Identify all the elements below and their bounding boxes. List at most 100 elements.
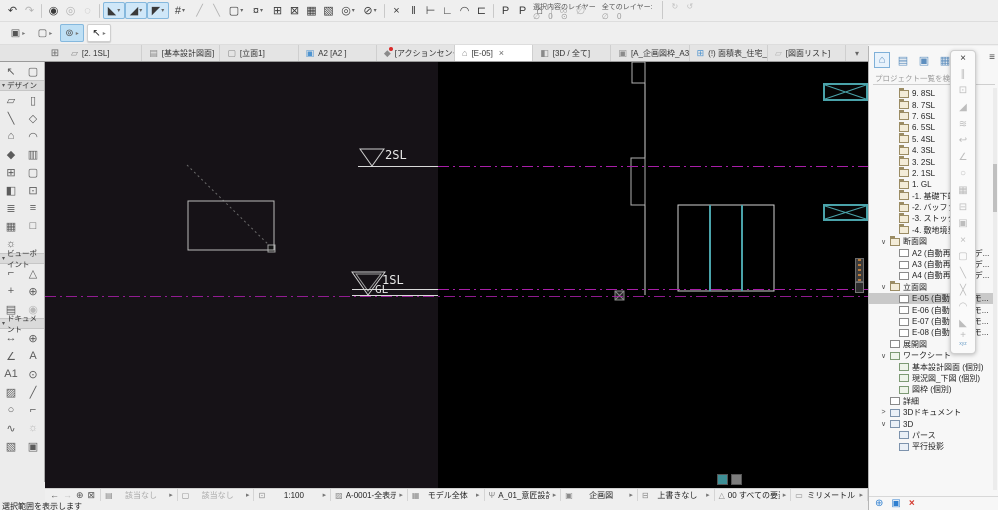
story-selector[interactable]: ▤ 該当なし ▸: [101, 489, 178, 501]
navigator-layout-book-icon[interactable]: ▣: [918, 54, 930, 67]
window-symbol-lower[interactable]: [823, 204, 868, 221]
add-viewpoint-button[interactable]: ⊕: [875, 498, 884, 509]
edit-cross-icon[interactable]: ╳: [959, 284, 966, 296]
canvas-mini-button-gray[interactable]: [731, 474, 742, 485]
edit-arc-icon[interactable]: ◠: [958, 301, 968, 313]
link-icon[interactable]: ∞▾: [559, 4, 568, 17]
level-line-2sl-dashed[interactable]: [438, 166, 868, 167]
inject-parameters-icon[interactable]: ◎▾: [65, 5, 76, 17]
plane-toggle-3-icon[interactable]: ◤ ▾: [147, 2, 169, 19]
navigator-project-map-icon[interactable]: ⌂: [874, 52, 890, 68]
orient-icon[interactable]: ⊘ ▾: [363, 5, 377, 17]
tab-a2-layout[interactable]: ▣ A2 [A2 ]: [299, 45, 377, 61]
history-back-icon[interactable]: ←: [50, 490, 59, 500]
hotspot-marker[interactable]: [614, 290, 625, 301]
home-story-icon[interactable]: ⌂▾: [536, 4, 543, 17]
figure-tool[interactable]: ▧: [5, 440, 17, 453]
canvas-mini-button-teal[interactable]: [717, 474, 728, 485]
edit-marquee-icon[interactable]: ⊡: [958, 85, 968, 97]
tree-item-tenkaizu[interactable]: 展開図: [869, 339, 995, 350]
zoom-box-icon[interactable]: ⊠: [87, 489, 96, 500]
skylight-tool[interactable]: ◧: [5, 184, 17, 197]
tree-story-1sl[interactable]: 2. 1SL: [869, 167, 995, 179]
detail-tool[interactable]: ⊕: [28, 285, 38, 298]
tree-group-3d[interactable]: ∨ 3D: [869, 418, 995, 429]
navigator-scrollbar-thumb[interactable]: [993, 164, 997, 212]
angle-dimension-tool[interactable]: ∠: [6, 350, 16, 363]
pen-set-selector[interactable]: ▨ A-0001-全表示 ▸: [331, 489, 408, 501]
flag-p2-icon[interactable]: P▾: [518, 4, 527, 17]
tree-expand-icon[interactable]: >: [881, 409, 886, 417]
edit-slope-icon[interactable]: ◣: [959, 317, 967, 329]
tree-story-stock[interactable]: -3. ストック: [869, 212, 995, 224]
rotate-icon[interactable]: ⊠▾: [289, 5, 300, 17]
text-tool[interactable]: A: [29, 350, 37, 362]
tree-item-shosai[interactable]: 詳細: [869, 396, 995, 407]
navigator-search-input[interactable]: [873, 72, 995, 85]
tree-3d-perspective[interactable]: パース: [869, 430, 995, 441]
guide-line-icon[interactable]: ╱▾: [196, 5, 203, 17]
overwrite-selector[interactable]: ⊟ 上書きなし ▸: [638, 489, 715, 501]
curtain-wall-tool[interactable]: ▥: [27, 148, 39, 161]
layer-refresh-icons[interactable]: ↻ ↺: [671, 2, 697, 11]
navigator-view-map-icon[interactable]: ▤: [897, 54, 909, 67]
tab-close-icon[interactable]: ×: [498, 48, 505, 58]
bounding-box-icon[interactable]: ▢ ▾: [228, 5, 244, 17]
level-dimension-tool[interactable]: ⊕: [28, 332, 38, 345]
redo-icon[interactable]: ↷▾: [24, 5, 35, 17]
unit-selector[interactable]: ▭ ミリメートル ▸: [791, 489, 868, 501]
tab-overview-icon[interactable]: ⊞: [50, 47, 60, 59]
split-icon[interactable]: ‖▾: [411, 4, 416, 17]
layer-combination-selector[interactable]: Ψ A_01_意匠設計_... ▸: [485, 489, 562, 501]
tab-a-kikaku-zuwaku-a3[interactable]: ▣ [A_企画図枠_A3]: [611, 45, 690, 61]
level-marker-gl-triangle[interactable]: [355, 273, 383, 292]
edit-wave-icon[interactable]: ≋: [958, 118, 968, 130]
zoom-in-icon[interactable]: ⊕: [76, 489, 84, 500]
stair-tool[interactable]: ≣: [6, 202, 16, 215]
hotspot-tool[interactable]: ⊙: [28, 368, 38, 381]
elevation-tool[interactable]: △: [28, 267, 38, 280]
snap-grid-icon[interactable]: # ▾: [174, 4, 186, 17]
arrow-tool[interactable]: ↖: [6, 65, 16, 78]
flag-p1-icon[interactable]: P▾: [501, 4, 510, 17]
gravity-icon[interactable]: ¤ ▾: [252, 4, 264, 17]
edit-stretch-icon[interactable]: ◢: [959, 101, 967, 113]
tab-mensekihyo[interactable]: ⊞ (!) 面積表_住宅_...: [690, 45, 768, 61]
delete-viewpoint-button[interactable]: ×: [908, 498, 915, 509]
tree-elevation-e06[interactable]: E-06 (自動再構築モ...: [869, 304, 995, 315]
wall-detail-rect-mid[interactable]: [630, 157, 646, 206]
tree-story-5sl[interactable]: 6. 5SL: [869, 121, 995, 133]
plane-toggle-2-icon[interactable]: ◢ ▾: [125, 2, 147, 19]
slab-tool[interactable]: ◇: [28, 112, 38, 125]
close-icon[interactable]: ×: [960, 53, 966, 64]
roof-tool[interactable]: ⌂: [7, 130, 15, 142]
tree-story-8sl[interactable]: 9. 8SL: [869, 88, 995, 99]
level-line-gl[interactable]: [352, 295, 438, 296]
tree-section-a2[interactable]: A2 (自動再構築モデ...: [869, 247, 995, 258]
beam-tool[interactable]: ╲: [7, 112, 15, 125]
drawing-canvas[interactable]: 2SL 1SL GL: [45, 62, 868, 488]
column-tool[interactable]: ▯: [29, 94, 37, 107]
camera-tool[interactable]: ◉: [28, 303, 38, 316]
layer-refresh-control[interactable]: ↻ ↺: [672, 1, 697, 21]
dimension-tool[interactable]: ↔: [5, 332, 17, 344]
intersect-icon[interactable]: ∟▾: [442, 4, 453, 17]
tree-3d-axonometry[interactable]: 平行投影: [869, 441, 995, 452]
label-tool[interactable]: A1: [4, 368, 18, 380]
garage-opening-rect[interactable]: [677, 204, 775, 292]
tree-elevation-e07[interactable]: E-07 (自動再構築モ...: [869, 316, 995, 327]
edit-subtract-icon[interactable]: ⊟: [958, 201, 968, 213]
line-tool[interactable]: ╱: [29, 386, 37, 399]
dimension-style-selector[interactable]: ▣ 企画図 ▸: [561, 489, 638, 501]
palette-section-header[interactable]: ▾ デザイン: [0, 80, 44, 91]
selection-layer-icons[interactable]: ∅ 0 ⊙: [533, 12, 571, 21]
section-tool[interactable]: ⌐: [7, 267, 15, 279]
all-layers-control[interactable]: 全てのレイヤー: ∅ 0: [602, 1, 653, 21]
railing-tool[interactable]: ≡: [29, 202, 37, 214]
plane-toggle-1-icon[interactable]: ◣ ▾: [103, 2, 125, 19]
edit-hatch-icon[interactable]: ▦: [958, 184, 968, 196]
renovation-filter-selector[interactable]: △ 00 すべての要素を... ▸: [715, 489, 792, 501]
selection-highlight-toggle[interactable]: ⊚ ▸: [60, 24, 84, 42]
marquee-tool[interactable]: ▢: [27, 65, 39, 78]
tree-story-shikichi[interactable]: -4. 敷地境界線: [869, 224, 995, 236]
